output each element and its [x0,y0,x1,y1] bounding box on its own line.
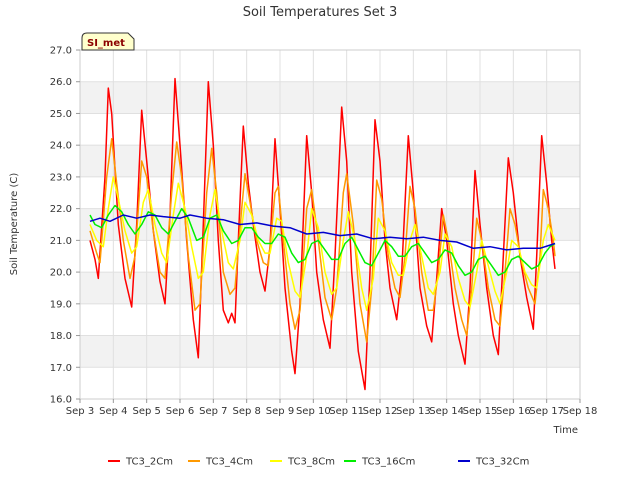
series-line-tc3-16cm [89,204,556,277]
y-axis-title: Soil Temperature (C) [9,173,20,276]
grid-band [80,81,580,114]
x-tick-label: Sep 8 [232,406,260,417]
chart-title: Soil Temperatures Set 3 [243,5,398,20]
y-tick-label: 17.0 [50,363,72,374]
y-tick-label: 16.0 [50,395,72,406]
grid-band [80,208,580,241]
badge-shape [81,32,135,51]
x-tick-label: Sep 3 [66,406,94,417]
x-tick-label: Sep 6 [166,406,194,417]
x-axis-ticks: Sep 3 Sep 4 Sep 5 Sep 6 Sep 7 Sep 8 Sep 9 Sep 1… [66,399,598,417]
x-tick-label: Sep 18 [563,406,598,417]
y-tick-label: 23.0 [50,172,72,183]
x-axis-title: Time [553,425,578,436]
x-tick-label: Sep 13 [396,406,431,417]
series-line-tc3-4cm [89,138,556,343]
legend-label: TC3_8Cm [287,457,335,468]
badge-label: SI_met [87,38,125,49]
x-tick-label: Sep 5 [132,406,160,417]
series-line-tc3-8cm [89,176,556,311]
x-tick-label: Sep 4 [99,406,127,417]
x-tick-label: Sep 7 [199,406,227,417]
legend-label: TC3_2Cm [125,457,173,468]
x-tick-label: Sep 11 [329,406,364,417]
y-axis-ticks: 16.0 17.0 18.0 19.0 20.0 21.0 22.0 23.0 24.0 25.0… [50,46,80,406]
legend: TC3_2Cm TC3_4Cm TC3_8Cm TC3_16Cm TC3_32Cm [108,457,529,468]
y-tick-label: 20.0 [50,268,72,279]
x-tick-label: Sep 10 [296,406,331,417]
x-tick-label: Sep 12 [363,406,398,417]
y-tick-label: 21.0 [50,236,72,247]
x-tick-label: Sep 9 [266,406,294,417]
x-tick-label: Sep 14 [429,406,464,417]
y-tick-label: 25.0 [50,109,72,120]
station-badge: SI_met [81,32,135,51]
series-layer [89,77,556,391]
y-tick-label: 19.0 [50,299,72,310]
x-tick-label: Sep 15 [463,406,498,417]
legend-label: TC3_4Cm [205,457,253,468]
y-tick-label: 24.0 [50,141,72,152]
legend-label: TC3_32Cm [475,457,529,468]
plot-frame [79,49,581,400]
grid-band [80,145,580,177]
grid-bands [80,81,580,368]
y-tick-label: 18.0 [50,331,72,342]
x-tick-label: Sep 17 [529,406,564,417]
y-tick-label: 26.0 [50,77,72,88]
series-line-tc3-32cm [89,214,556,251]
x-tick-label: Sep 16 [496,406,531,417]
y-tick-label: 22.0 [50,204,72,215]
legend-label: TC3_16Cm [361,457,415,468]
y-tick-label: 27.0 [50,46,72,57]
